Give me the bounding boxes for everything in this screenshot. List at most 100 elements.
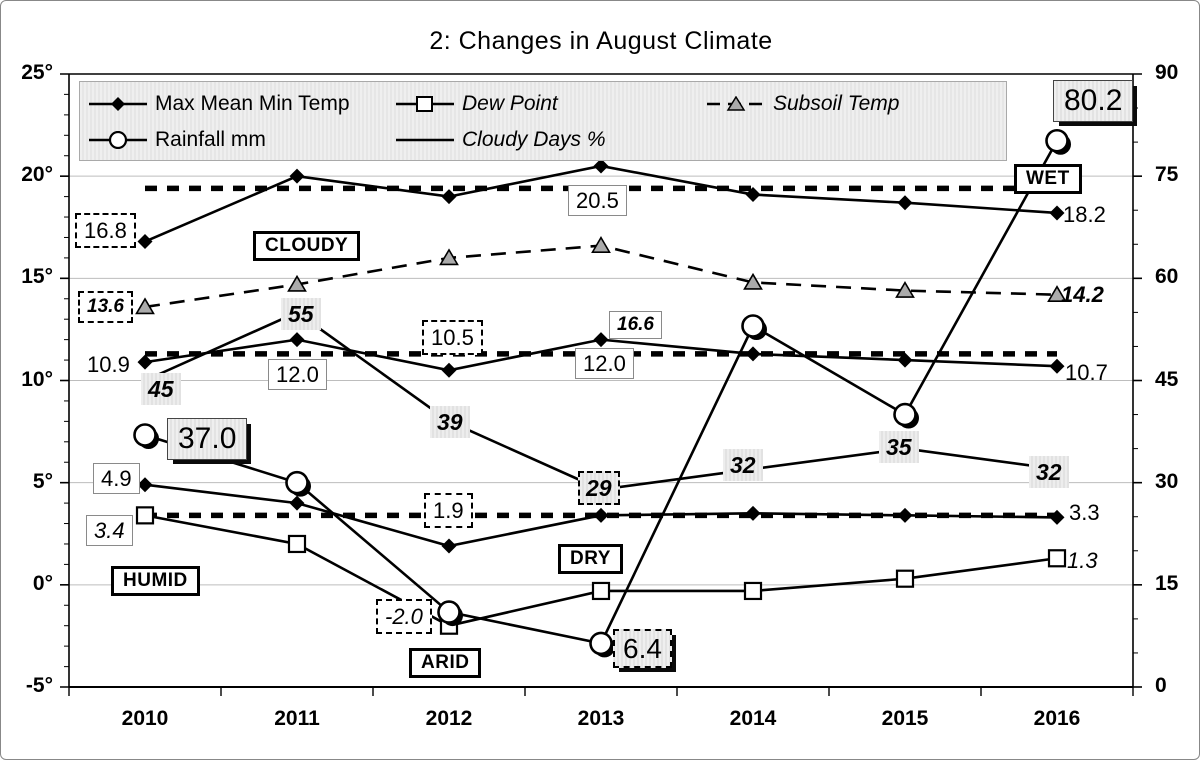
diamond-marker (897, 352, 913, 368)
legend-label-cloudy-days: Cloudy Days % (462, 128, 606, 151)
square-marker (287, 534, 307, 554)
triangle-marker (439, 248, 459, 266)
diamond-marker (897, 195, 913, 211)
x-axis-tick-label: 2014 (729, 707, 777, 730)
left-axis-tick-label: 15° (21, 265, 53, 289)
annotation-arid: ARID (409, 648, 482, 678)
left-axis-tick-label: 0° (32, 571, 53, 595)
annotation-29: 29 (578, 471, 620, 506)
legend-label-rainfall: Rainfall mm (155, 128, 266, 151)
diamond-marker (593, 332, 609, 348)
annotation-37.0: 37.0 (167, 418, 248, 460)
diamond-marker (745, 187, 761, 203)
annotation-10.7: 10.7 (1065, 360, 1108, 385)
diamond-marker (441, 362, 457, 378)
circle-marker (1045, 128, 1069, 153)
right-axis-tick-label: 60 (1155, 265, 1179, 289)
x-axis-tick-label: 2015 (881, 707, 929, 730)
circle-marker (741, 314, 765, 338)
annotation-32: 32 (723, 449, 763, 482)
plain-line-icon (396, 138, 454, 142)
annotation-humid: HUMID (111, 566, 200, 596)
circle-line-icon (89, 131, 147, 149)
triangle-marker (895, 281, 915, 298)
annotation-14.2: 14.2 (1061, 282, 1104, 307)
diamond-marker (593, 158, 609, 174)
legend-item-temp: Max Mean Min Temp (89, 91, 350, 117)
triangle-marker (287, 274, 307, 292)
right-axis-tick-label: 15 (1155, 571, 1179, 595)
x-axis-tick-label: 2013 (577, 707, 625, 730)
diamond-marker (289, 495, 305, 511)
triangle-marker (743, 272, 763, 290)
legend-item-cloudy-days: Cloudy Days % (396, 127, 606, 153)
diamond-marker (441, 538, 457, 554)
triangle-marker (135, 297, 155, 315)
x-axis-tick-label: 2016 (1033, 707, 1081, 730)
annotation-4.9: 4.9 (93, 463, 140, 495)
annotation-80.2: 80.2 (1053, 80, 1134, 122)
square-marker (591, 581, 611, 601)
square-marker (1047, 549, 1067, 568)
triangle-dashed-line-icon (707, 96, 765, 111)
x-axis-tick-label: 2012 (425, 707, 473, 730)
diamond-marker (289, 332, 305, 348)
annotation-dry: DRY (558, 544, 623, 574)
legend-label-temp: Max Mean Min Temp (155, 92, 350, 115)
annotation-12.0: 12.0 (268, 359, 327, 391)
circle-marker (437, 600, 461, 624)
annotation-32: 32 (1029, 456, 1069, 489)
diamond-line-icon (89, 97, 147, 111)
legend-item-dew-point: Dew Point (396, 91, 558, 117)
square-marker (895, 569, 915, 588)
right-axis-tick-label: 30 (1155, 469, 1179, 493)
annotation-13.6: 13.6 (78, 291, 133, 323)
diamond-marker (745, 346, 761, 362)
x-axis-tick-label: 2011 (274, 707, 320, 730)
circle-marker (285, 470, 309, 495)
diamond-marker (137, 234, 153, 250)
left-axis-tick-label: 10° (21, 367, 53, 391)
circle-marker (893, 402, 917, 427)
left-axis-tick-label: -5° (25, 674, 53, 697)
diamond-marker (137, 354, 153, 370)
diamond-marker (593, 507, 609, 523)
annotation-39: 39 (430, 406, 470, 439)
right-axis-tick-label: 45 (1155, 367, 1179, 391)
annotation-55: 55 (281, 298, 321, 331)
annotation-wet: WET (1014, 164, 1082, 194)
triangle-marker (1047, 285, 1067, 302)
annotation-16.6: 16.6 (609, 311, 662, 339)
annotation--2.0: -2.0 (376, 599, 432, 635)
legend-item-subsoil: Subsoil Temp (707, 91, 899, 117)
chart-title: 2: Changes in August Climate (429, 27, 773, 55)
annotation-12.0: 12.0 (575, 348, 634, 380)
annotation-3.4: 3.4 (86, 515, 133, 547)
annotation-16.8: 16.8 (75, 213, 136, 249)
square-marker (135, 506, 155, 525)
right-axis-tick-label: 90 (1155, 61, 1179, 84)
legend-item-rainfall: Rainfall mm (89, 127, 266, 153)
diamond-marker (1049, 509, 1065, 525)
diamond-marker (897, 507, 913, 523)
circle-marker (589, 631, 613, 656)
diamond-marker (1049, 205, 1065, 221)
diamond-marker (441, 189, 457, 205)
annotation-1.3: 1.3 (1067, 548, 1098, 573)
annotation-6.4: 6.4 (613, 629, 672, 669)
legend-label-subsoil: Subsoil Temp (773, 92, 900, 115)
left-axis-tick-label: 5° (32, 469, 53, 493)
legend (79, 81, 1007, 161)
square-line-icon (396, 96, 454, 112)
annotation-3.3: 3.3 (1069, 500, 1100, 525)
diamond-marker (745, 505, 761, 521)
annotation-18.2: 18.2 (1063, 202, 1106, 227)
right-axis-tick-label: 75 (1155, 163, 1179, 187)
annotation-cloudy: CLOUDY (253, 231, 361, 261)
diamond-marker (137, 477, 153, 493)
legend-label-dew-point: Dew Point (462, 92, 558, 115)
annotation-45: 45 (141, 373, 181, 406)
annotation-10.5: 10.5 (422, 320, 483, 356)
